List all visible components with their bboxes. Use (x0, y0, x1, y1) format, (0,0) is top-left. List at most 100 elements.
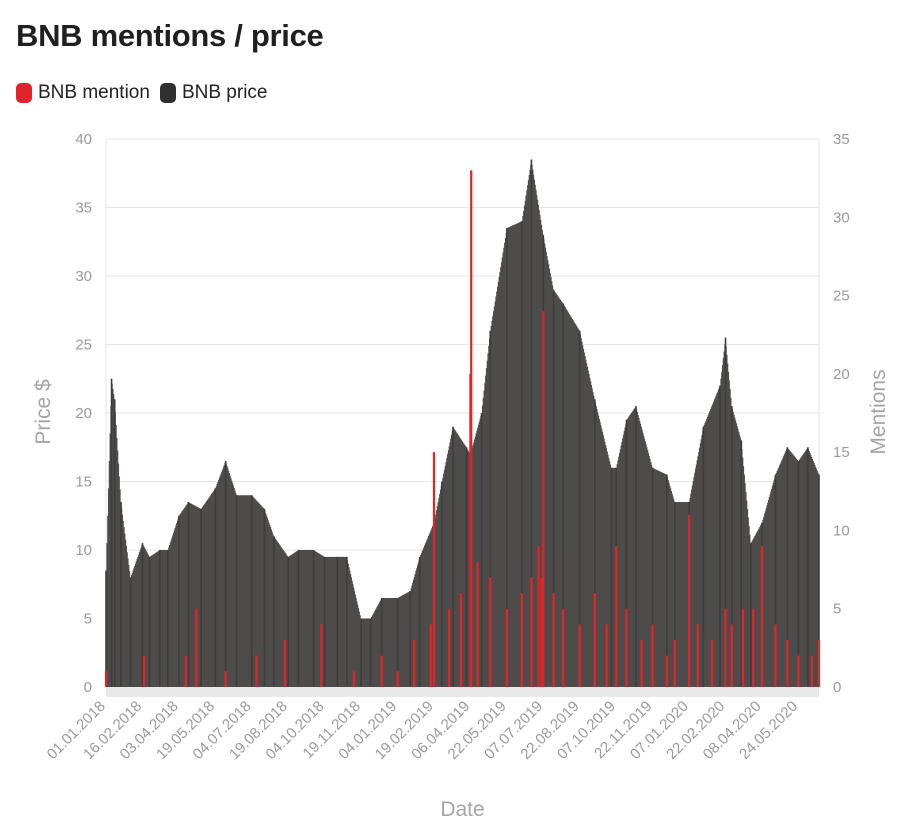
price-bar (562, 303, 564, 687)
y-left-tick-label: 20 (75, 405, 92, 422)
mention-bar (817, 640, 821, 687)
mention-bars (104, 170, 821, 687)
y-axis-right-title: Mentions (867, 369, 890, 454)
mention-bar (651, 624, 654, 687)
y-right-tick-label: 35 (833, 131, 850, 148)
legend-swatch-price (159, 83, 176, 103)
price-bars (105, 159, 820, 688)
price-bar (807, 447, 809, 687)
price-bar (178, 515, 180, 687)
price-bar (235, 495, 238, 687)
price-bar (418, 556, 421, 687)
y-axis-left-title: Price $ (32, 379, 55, 445)
legend-item-price[interactable]: BNB price (159, 82, 268, 104)
mention-bar (552, 593, 555, 687)
mention-bar (432, 452, 436, 687)
price-bar (452, 426, 454, 687)
mention-bar (578, 624, 581, 687)
price-bar (731, 406, 733, 687)
price-bar (578, 330, 581, 687)
mention-bar (520, 593, 524, 687)
mention-bar (447, 608, 451, 687)
price-bar (120, 502, 122, 687)
price-bar (263, 508, 266, 687)
price-bar (312, 550, 315, 687)
mention-bar (104, 671, 108, 687)
mention-bar (665, 655, 668, 687)
y-left-tick-label: 25 (75, 337, 92, 354)
price-bar (506, 228, 508, 688)
price-bar (530, 159, 533, 688)
mention-bar (786, 640, 789, 687)
mention-bar (476, 561, 479, 687)
mention-bar (562, 608, 565, 687)
mention-bar (142, 655, 146, 687)
price-bar (651, 467, 654, 687)
mention-bar (687, 514, 691, 687)
price-bar (214, 488, 217, 687)
price-bar (521, 221, 523, 687)
price-bar (360, 618, 362, 687)
mention-bar (224, 671, 227, 687)
y-left-tick-label: 40 (75, 131, 92, 148)
mention-bar (640, 640, 643, 687)
mention-bar (593, 593, 596, 687)
price-bar (797, 460, 800, 687)
mention-bar (470, 170, 473, 687)
price-bar (110, 378, 113, 687)
x-axis-band (106, 687, 819, 697)
y-left-tick-label: 10 (75, 542, 92, 559)
price-bar (635, 406, 637, 687)
mention-bar (774, 624, 777, 687)
mention-bar (605, 624, 608, 687)
price-bar (105, 570, 107, 687)
price-bar (396, 597, 399, 687)
mention-bar (255, 655, 258, 687)
x-axis-title: Date (440, 798, 484, 821)
mention-bar (489, 577, 492, 687)
price-bar (674, 502, 676, 687)
y-right-tick-label: 25 (833, 288, 850, 305)
price-bar (818, 474, 820, 687)
price-bar (323, 556, 326, 687)
mention-bar (505, 608, 508, 687)
price-bar (166, 550, 169, 687)
legend-item-mention[interactable]: BNB mention (16, 82, 150, 104)
price-bar (369, 618, 372, 687)
legend-label-price: BNB price (181, 82, 268, 103)
x-axis-band (106, 687, 819, 697)
price-bar (250, 495, 253, 687)
price-bar (113, 399, 116, 687)
mention-bar (396, 671, 399, 687)
price-bar (774, 474, 777, 687)
mention-bar (380, 655, 383, 687)
price-bar (187, 502, 190, 687)
y-right-tick-label: 15 (833, 444, 850, 461)
mention-bar (537, 546, 540, 687)
price-bar (297, 550, 300, 687)
y-left-tick-label: 0 (84, 679, 92, 696)
mention-bar (752, 608, 755, 687)
price-bar (224, 460, 227, 687)
price-bar (141, 543, 144, 687)
y-left-tick-label: 5 (84, 611, 92, 628)
mention-bar (797, 655, 800, 687)
price-bar (465, 447, 468, 687)
price-bar (750, 543, 752, 687)
price-bar (786, 447, 789, 687)
price-bar (702, 426, 705, 687)
y-right-tick-label: 5 (833, 601, 841, 618)
price-bar (719, 385, 721, 687)
y-right-tick-label: 20 (833, 366, 850, 383)
mention-bar (530, 577, 533, 687)
mention-bar (459, 593, 463, 687)
mention-bar (724, 608, 727, 687)
mention-bar (540, 577, 543, 687)
legend-swatch-mention (16, 83, 32, 103)
price-bars-fill (105, 159, 820, 688)
mention-bar (615, 546, 618, 687)
price-bar (610, 467, 613, 687)
legend-label-mention: BNB mention (38, 82, 150, 103)
price-bar (409, 591, 412, 687)
